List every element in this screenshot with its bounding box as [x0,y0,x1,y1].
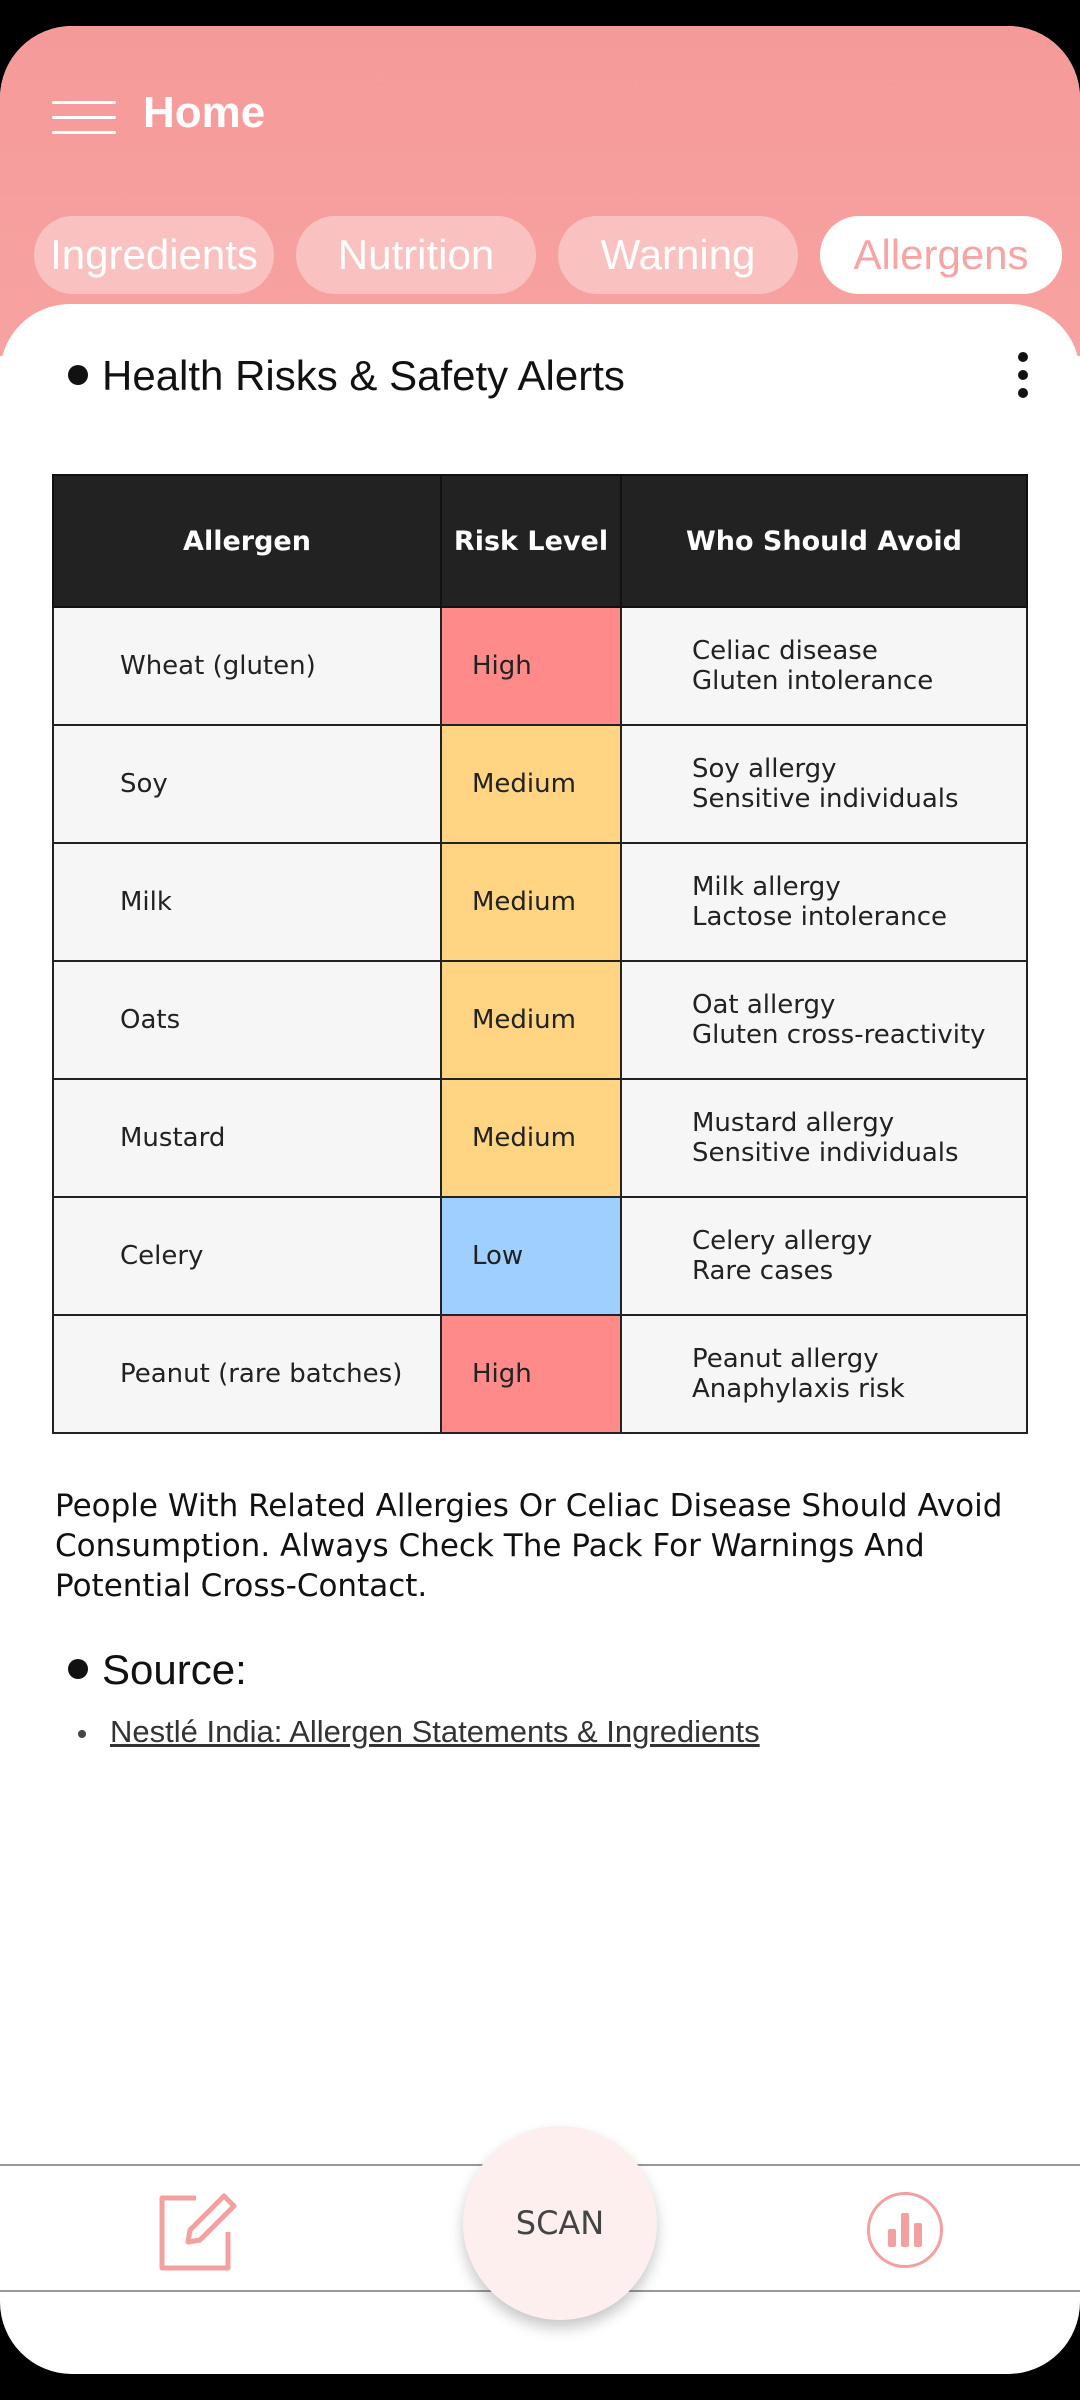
risk-level-cell: High [440,606,622,726]
tab-ingredients[interactable]: Ingredients [34,216,274,294]
table-header-row: Allergen Risk Level Who Should Avoid [52,474,1028,608]
table-row: Soy Medium Soy allergy Sensitive individual… [52,724,1028,844]
avoid-line: Soy allergy [692,754,837,784]
risk-level-cell: High [440,1314,622,1434]
source-link[interactable]: Nestlé India: Allergen Statements & Ingr… [110,1714,760,1749]
source-heading-text: Source: [102,1646,247,1693]
avoid-line: Sensitive individuals [692,784,959,814]
risk-level-cell: Low [440,1196,622,1316]
allergen-cell: Oats [52,960,442,1080]
header-risk-level: Risk Level [440,474,622,608]
who-should-avoid-cell: Oat allergy Gluten cross-reactivity [620,960,1028,1080]
content-panel: Health Risks & Safety Alerts Allergen Ri… [0,304,1080,2204]
avoid-line: Anaphylaxis risk [692,1374,905,1404]
who-should-avoid-cell: Peanut allergy Anaphylaxis risk [620,1314,1028,1434]
app-header: Home Ingredients Nutrition Warning Aller… [0,26,1080,356]
who-should-avoid-cell: Milk allergy Lactose intolerance [620,842,1028,962]
who-should-avoid-cell: Celery allergy Rare cases [620,1196,1028,1316]
risk-level-cell: Medium [440,724,622,844]
source-list-item: Nestlé India: Allergen Statements & Ingr… [78,1714,760,1750]
avoid-line: Milk allergy [692,872,841,902]
header-allergen: Allergen [52,474,442,608]
list-bullet-icon [78,1729,86,1738]
section-heading-text: Health Risks & Safety Alerts [102,352,625,399]
avoid-line: Gluten intolerance [692,666,934,696]
allergen-cell: Milk [52,842,442,962]
avoid-line: Sensitive individuals [692,1138,959,1168]
menu-icon[interactable] [52,101,116,135]
avoid-line: Mustard allergy [692,1108,895,1138]
risk-level-cell: Medium [440,842,622,962]
avoid-line: Lactose intolerance [692,902,948,932]
header-who-should-avoid: Who Should Avoid [620,474,1028,608]
who-should-avoid-cell: Celiac disease Gluten intolerance [620,606,1028,726]
table-row: Oats Medium Oat allergy Gluten cross-reacti… [52,960,1028,1080]
table-row: Milk Medium Milk allergy Lactose intoleranc… [52,842,1028,962]
avoid-line: Celery allergy [692,1226,873,1256]
who-should-avoid-cell: Mustard allergy Sensitive individuals [620,1078,1028,1198]
risk-level-cell: Medium [440,1078,622,1198]
allergen-cell: Wheat (gluten) [52,606,442,726]
avoid-line: Gluten cross-reactivity [692,1020,986,1050]
tab-allergens[interactable]: Allergens [820,216,1062,294]
tab-nutrition[interactable]: Nutrition [296,216,536,294]
who-should-avoid-cell: Soy allergy Sensitive individuals [620,724,1028,844]
scan-button[interactable]: SCAN [463,2126,657,2320]
table-row: Wheat (gluten) High Celiac disease Gluten i… [52,606,1028,726]
table-row: Mustard Medium Mustard allergy Sensitive in… [52,1078,1028,1198]
bullet-icon [68,1658,88,1679]
source-heading: Source: [68,1646,247,1694]
edit-icon[interactable] [150,2186,240,2276]
bullet-icon [68,364,88,385]
allergen-table: Allergen Risk Level Who Should Avoid Whe… [52,474,1028,1434]
risk-level-cell: Medium [440,960,622,1080]
page-title: Home [143,88,266,137]
avoid-line: Peanut allergy [692,1344,879,1374]
section-heading: Health Risks & Safety Alerts [68,352,625,400]
advisory-note: People With Related Allergies Or Celiac … [55,1488,1003,1604]
avoid-line: Oat allergy [692,990,836,1020]
allergen-cell: Celery [52,1196,442,1316]
allergen-cell: Peanut (rare batches) [52,1314,442,1434]
avoid-line: Rare cases [692,1256,834,1286]
allergen-cell: Mustard [52,1078,442,1198]
allergen-cell: Soy [52,724,442,844]
table-row: Celery Low Celery allergy Rare cases [52,1196,1028,1316]
more-options-icon[interactable] [1018,352,1030,400]
table-row: Peanut (rare batches) High Peanut allergy A… [52,1314,1028,1434]
phone-screen: Home Ingredients Nutrition Warning Aller… [0,26,1080,2374]
bar-chart-icon[interactable] [867,2192,943,2268]
avoid-line: Celiac disease [692,636,878,666]
tab-warning[interactable]: Warning [558,216,798,294]
